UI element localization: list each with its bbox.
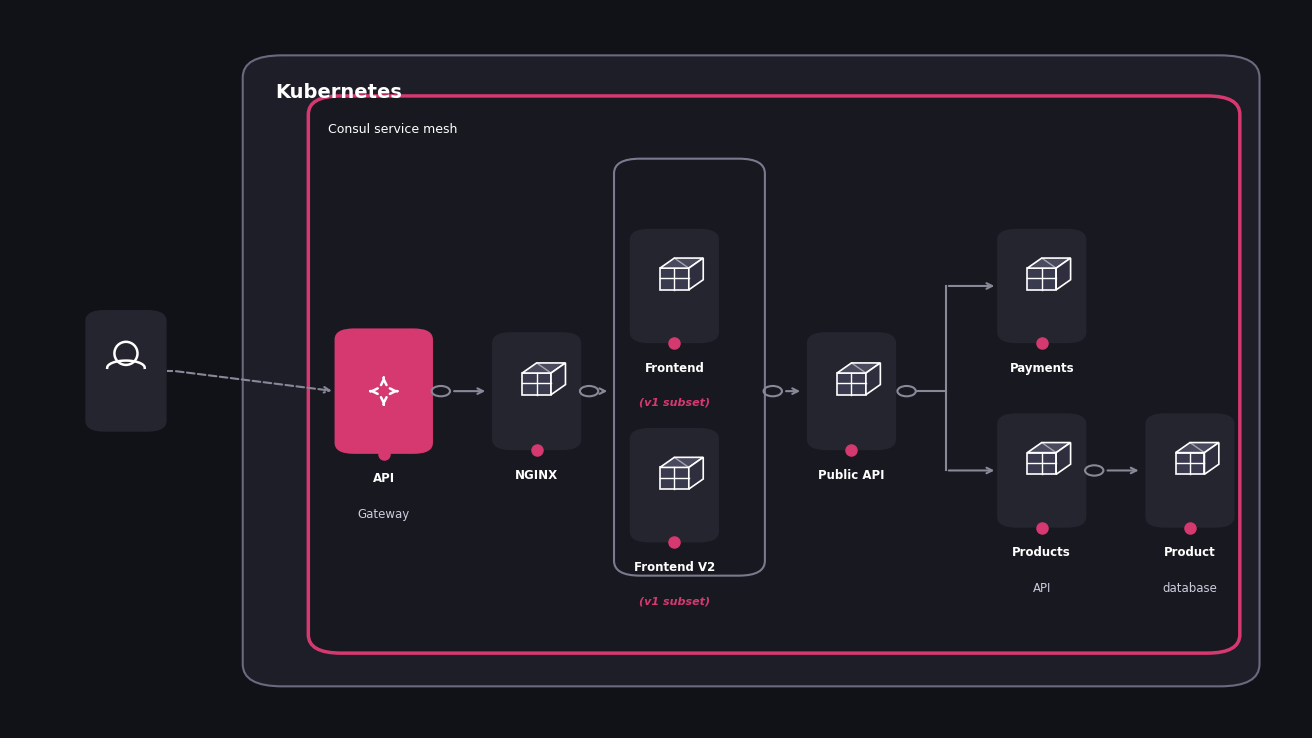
- Text: Public API: Public API: [819, 469, 884, 482]
- Polygon shape: [522, 373, 551, 395]
- Text: Products: Products: [1013, 546, 1071, 559]
- Polygon shape: [660, 258, 703, 268]
- Polygon shape: [660, 458, 703, 467]
- Polygon shape: [1027, 268, 1056, 290]
- Text: Consul service mesh: Consul service mesh: [328, 123, 458, 136]
- Text: database: database: [1162, 582, 1218, 595]
- Text: NGINX: NGINX: [516, 469, 558, 482]
- Polygon shape: [1056, 443, 1071, 475]
- Text: Kubernetes: Kubernetes: [276, 83, 403, 102]
- Polygon shape: [837, 373, 866, 395]
- FancyBboxPatch shape: [492, 332, 581, 450]
- Text: Frontend V2: Frontend V2: [634, 561, 715, 574]
- FancyBboxPatch shape: [308, 96, 1240, 653]
- FancyBboxPatch shape: [85, 310, 167, 432]
- Text: Frontend: Frontend: [644, 362, 705, 375]
- FancyBboxPatch shape: [997, 229, 1086, 343]
- Polygon shape: [866, 363, 880, 395]
- Polygon shape: [1056, 258, 1071, 290]
- Text: (v1 subset): (v1 subset): [639, 397, 710, 407]
- FancyBboxPatch shape: [1145, 413, 1235, 528]
- Polygon shape: [689, 258, 703, 290]
- Text: Product: Product: [1164, 546, 1216, 559]
- Polygon shape: [551, 363, 565, 395]
- Polygon shape: [660, 467, 689, 489]
- FancyBboxPatch shape: [243, 55, 1260, 686]
- Polygon shape: [1176, 443, 1219, 452]
- Polygon shape: [1204, 443, 1219, 475]
- Text: Payments: Payments: [1009, 362, 1075, 375]
- Polygon shape: [1027, 452, 1056, 475]
- Polygon shape: [522, 363, 565, 373]
- Text: API: API: [373, 472, 395, 486]
- Polygon shape: [689, 458, 703, 489]
- Text: Gateway: Gateway: [358, 508, 409, 521]
- Polygon shape: [660, 268, 689, 290]
- Polygon shape: [837, 363, 880, 373]
- Text: API: API: [1033, 582, 1051, 595]
- FancyBboxPatch shape: [807, 332, 896, 450]
- Polygon shape: [1027, 443, 1071, 452]
- FancyBboxPatch shape: [335, 328, 433, 454]
- Text: (v1 subset): (v1 subset): [639, 596, 710, 607]
- FancyBboxPatch shape: [997, 413, 1086, 528]
- Polygon shape: [1176, 452, 1204, 475]
- Polygon shape: [1027, 258, 1071, 268]
- FancyBboxPatch shape: [630, 428, 719, 542]
- FancyBboxPatch shape: [630, 229, 719, 343]
